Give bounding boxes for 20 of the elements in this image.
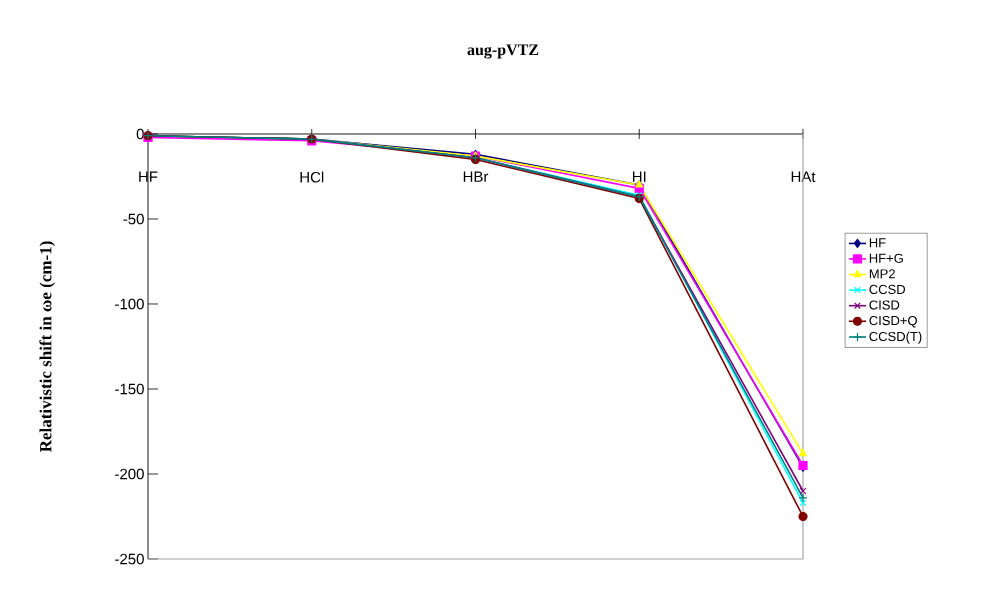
- y-tick-label: -150: [115, 383, 144, 395]
- legend-label: CISD+Q: [869, 315, 917, 328]
- legend-label: CISD: [869, 300, 900, 310]
- y-tick-label: -250: [115, 553, 144, 565]
- chart-title: aug-pVTZ: [467, 44, 539, 59]
- legend-label: CCSD(T): [869, 331, 922, 344]
- legend-label: MP2: [869, 269, 895, 279]
- x-tick-label: HF: [139, 171, 158, 182]
- x-tick-label: HCl: [300, 171, 324, 183]
- x-tick-label: HAt: [791, 171, 816, 182]
- x-tick-label: HI: [632, 171, 646, 182]
- x-tick-label: HBr: [463, 171, 489, 182]
- y-tick-label: -50: [123, 213, 144, 225]
- legend-label: CCSD: [869, 284, 906, 295]
- legend-label: HF: [869, 238, 886, 248]
- legend-label: HF+G: [869, 253, 903, 263]
- y-tick-label: -100: [115, 298, 144, 310]
- y-tick-label: -200: [115, 468, 144, 480]
- y-axis-title: Relativistic shift in ωe (cm-1): [39, 241, 55, 453]
- y-tick-label: 0: [136, 128, 144, 140]
